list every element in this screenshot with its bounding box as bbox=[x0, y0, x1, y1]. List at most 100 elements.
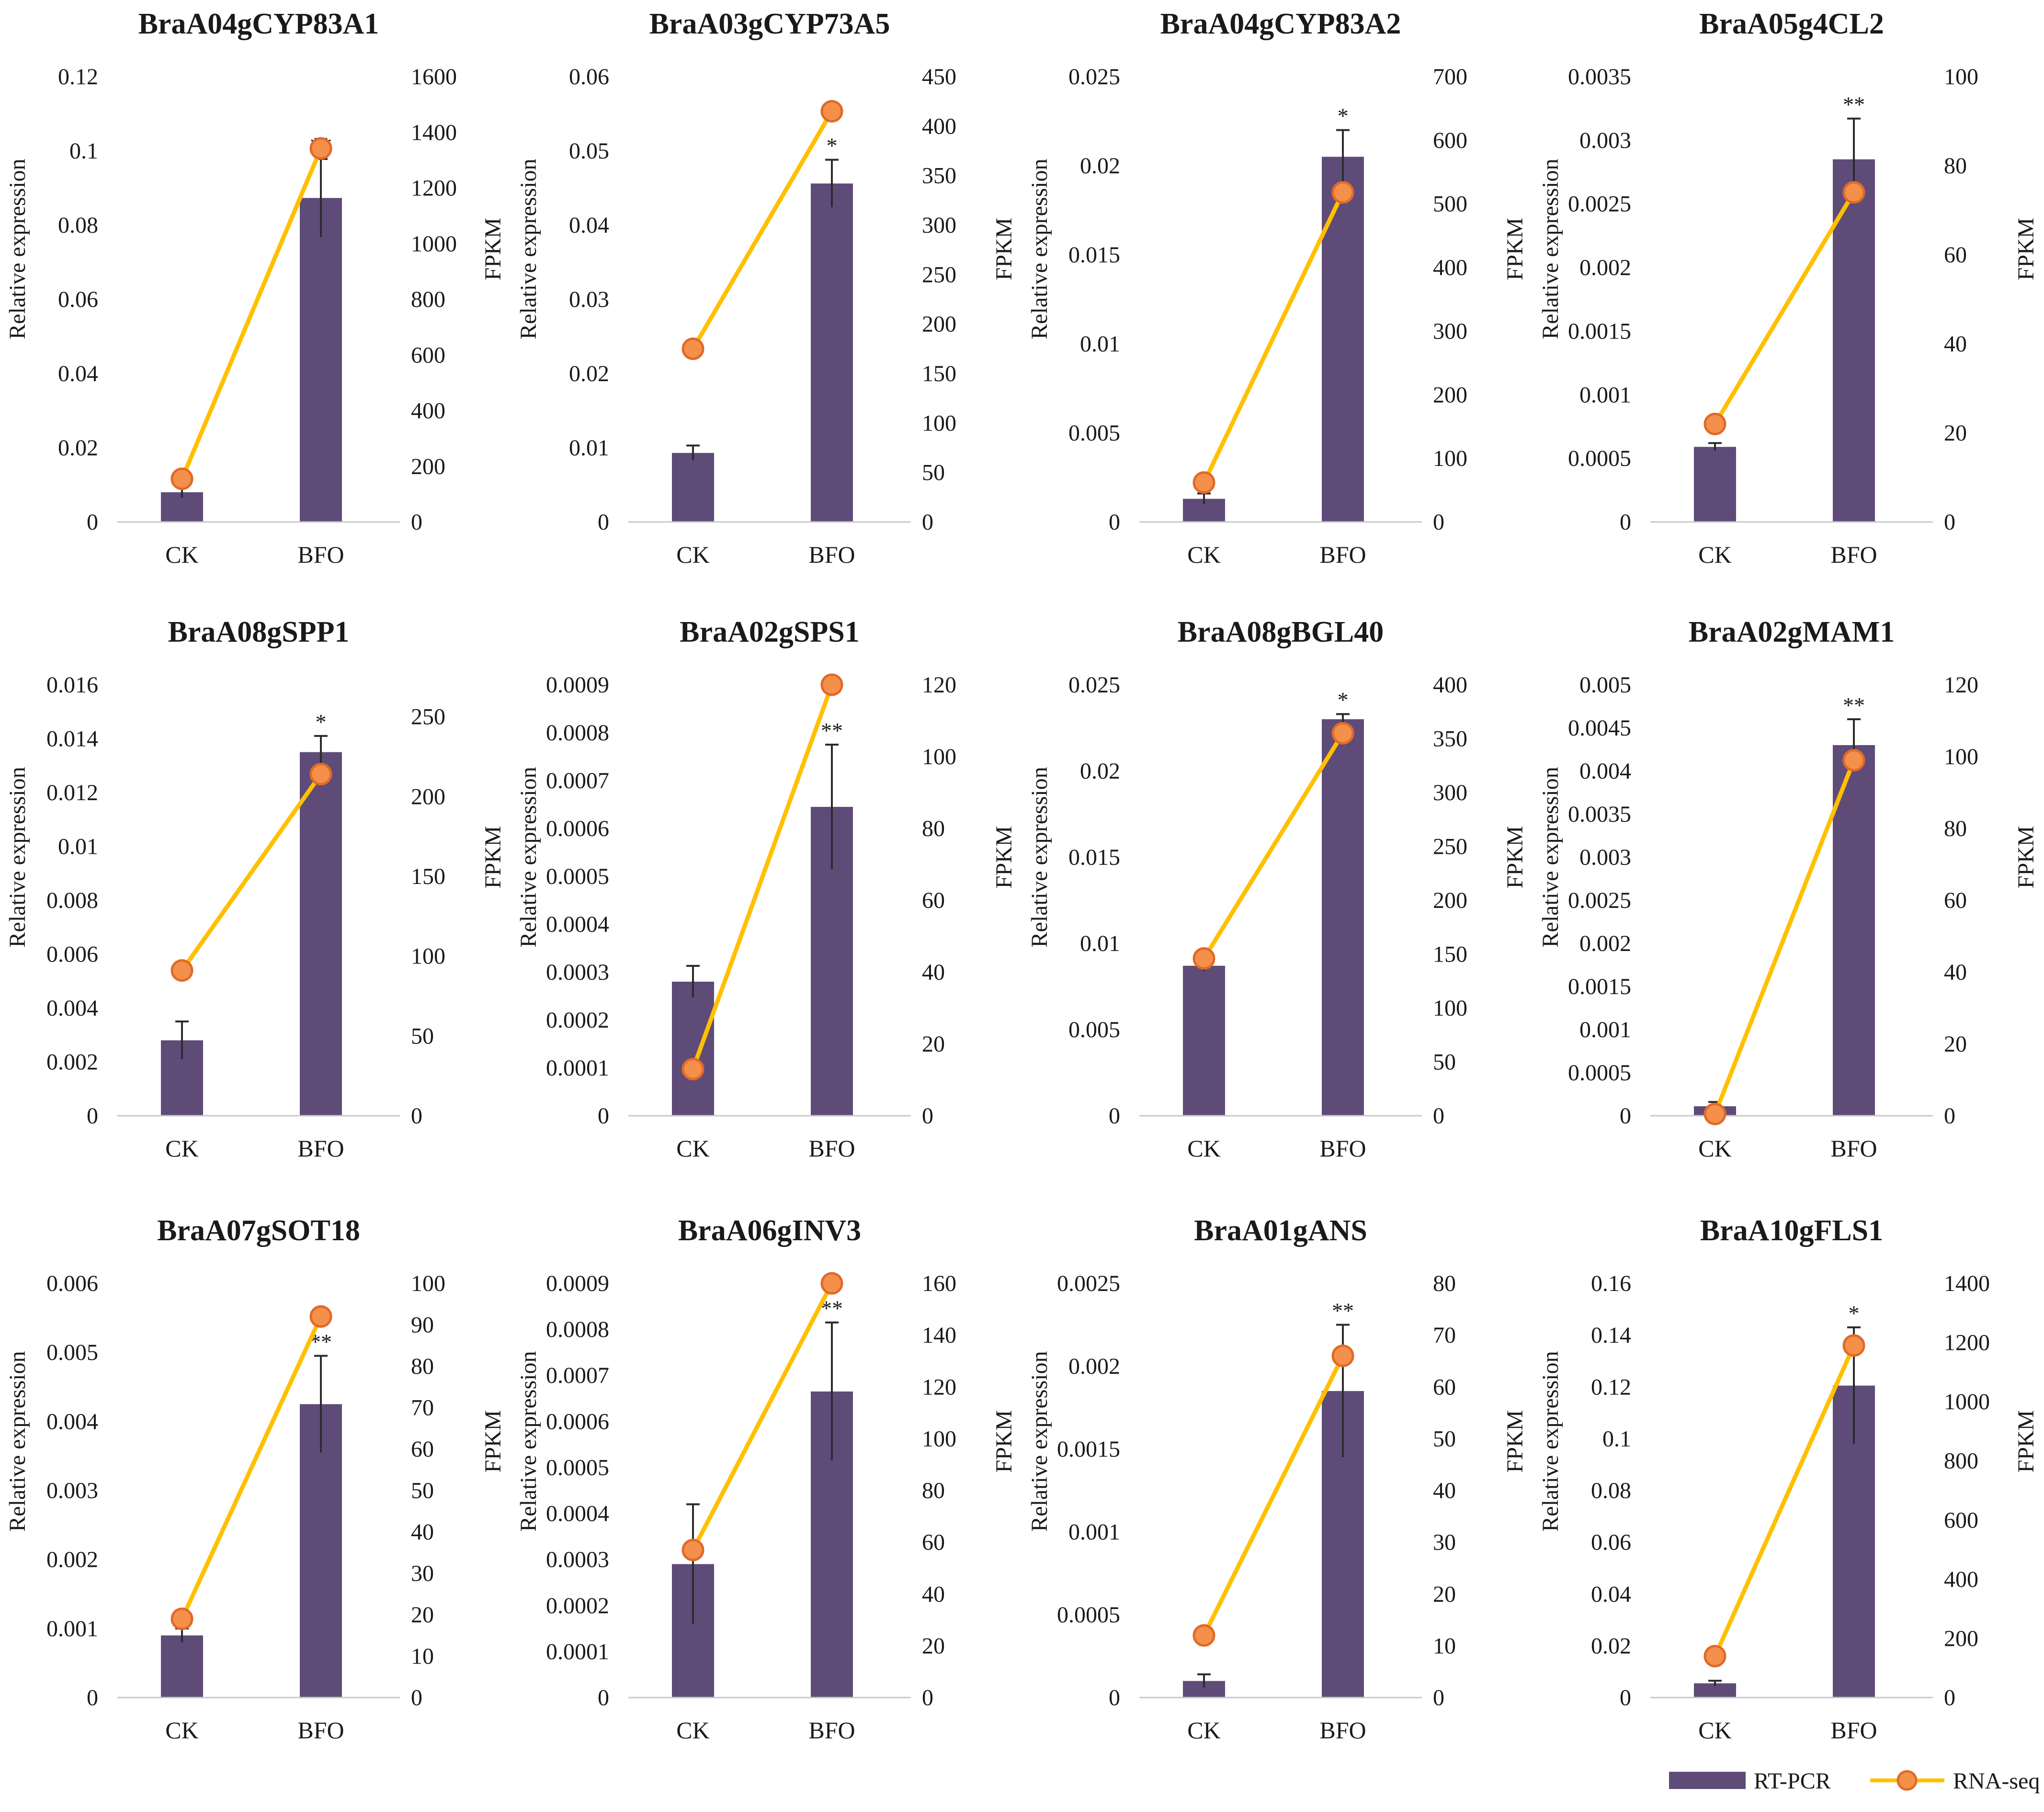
y-tick-label: 0.025 bbox=[1068, 672, 1120, 698]
y-tick-label: 0.0001 bbox=[546, 1639, 609, 1665]
category-label-CK: CK bbox=[165, 1135, 198, 1162]
y-tick-label: 0.01 bbox=[1080, 931, 1120, 956]
y-tick-label: 0 bbox=[1109, 510, 1120, 535]
legend-marker-rna-seq bbox=[1896, 1770, 1918, 1791]
y2-tick-label: 80 bbox=[1944, 816, 1967, 841]
y2-tick-label: 200 bbox=[922, 312, 956, 337]
category-label-CK: CK bbox=[676, 1135, 709, 1162]
significance-mark: * bbox=[316, 710, 327, 734]
y2-axis-label: FPKM bbox=[480, 826, 506, 889]
rna-seq-point-CK bbox=[170, 959, 193, 982]
y2-tick-label: 140 bbox=[922, 1323, 956, 1348]
chart-title: BraA08gBGL40 bbox=[1178, 616, 1384, 648]
rna-seq-point-BFO bbox=[309, 1305, 332, 1328]
y-tick-label: 0.0002 bbox=[546, 1593, 609, 1619]
y-tick-label: 0.0025 bbox=[1568, 888, 1631, 913]
chart-title: BraA01gANS bbox=[1194, 1214, 1367, 1247]
y-tick-label: 0.0003 bbox=[546, 960, 609, 985]
rna-seq-point-CK bbox=[681, 1058, 704, 1080]
rna-seq-point-CK bbox=[170, 1608, 193, 1631]
rna-seq-point-CK bbox=[170, 467, 193, 490]
y-tick-label: 0.006 bbox=[46, 1271, 98, 1296]
y2-tick-label: 1000 bbox=[411, 231, 457, 257]
y-tick-label: 0.0001 bbox=[546, 1055, 609, 1081]
category-label-CK: CK bbox=[1698, 1717, 1731, 1744]
y-tick-label: 0.0007 bbox=[546, 1363, 609, 1388]
legend-label-rt-pcr: RT-PCR bbox=[1754, 1768, 1831, 1794]
y2-tick-label: 400 bbox=[1433, 672, 1467, 698]
bar-BFO bbox=[300, 1404, 342, 1698]
chart-title: BraA05g4CL2 bbox=[1699, 8, 1884, 40]
bar-CK bbox=[1183, 965, 1225, 1116]
y-tick-label: 0.0007 bbox=[546, 768, 609, 793]
category-label-BFO: BFO bbox=[1319, 541, 1366, 568]
rna-seq-point-BFO bbox=[1842, 749, 1865, 771]
y2-tick-label: 500 bbox=[1433, 192, 1467, 217]
y-tick-label: 0.003 bbox=[1579, 128, 1631, 153]
y-tick-label: 0.0004 bbox=[546, 1501, 609, 1527]
y2-tick-label: 0 bbox=[922, 510, 933, 535]
y-tick-label: 0.02 bbox=[1591, 1633, 1631, 1659]
y2-tick-label: 40 bbox=[411, 1519, 434, 1545]
y-tick-label: 0.0008 bbox=[546, 720, 609, 746]
y-tick-label: 0.014 bbox=[46, 726, 98, 752]
rna-seq-line bbox=[1202, 190, 1345, 485]
y-tick-label: 0.001 bbox=[1068, 1519, 1120, 1545]
legend-label-rna-seq: RNA-seq bbox=[1953, 1768, 2040, 1794]
rna-seq-point-CK bbox=[1192, 1624, 1215, 1647]
y-tick-label: 0.0015 bbox=[1057, 1437, 1120, 1462]
y-tick-label: 0.005 bbox=[46, 1340, 98, 1365]
y-axis-label: Relative expression bbox=[516, 767, 541, 947]
y-tick-label: 0.0015 bbox=[1568, 318, 1631, 344]
y2-tick-label: 10 bbox=[1433, 1633, 1456, 1659]
rna-seq-point-CK bbox=[1703, 1645, 1726, 1667]
y-tick-label: 0.002 bbox=[1068, 1354, 1120, 1379]
y2-tick-label: 50 bbox=[411, 1023, 434, 1049]
y2-tick-label: 0 bbox=[922, 1685, 933, 1710]
y-tick-label: 0.12 bbox=[1591, 1374, 1631, 1400]
chart-title: BraA10gFLS1 bbox=[1700, 1214, 1883, 1247]
y-axis-label: Relative expression bbox=[5, 159, 30, 339]
y2-tick-label: 20 bbox=[1944, 1031, 1967, 1057]
y2-tick-label: 20 bbox=[1433, 1582, 1456, 1607]
y-tick-label: 0.002 bbox=[1579, 931, 1631, 956]
rna-seq-point-BFO bbox=[1331, 1344, 1354, 1367]
category-label-BFO: BFO bbox=[1830, 541, 1877, 568]
y2-tick-label: 60 bbox=[922, 888, 945, 913]
y-tick-label: 0.005 bbox=[1068, 1017, 1120, 1042]
y-tick-label: 0.008 bbox=[46, 888, 98, 913]
rna-seq-point-BFO bbox=[820, 100, 843, 123]
y-axis-label: Relative expression bbox=[516, 1351, 541, 1531]
chart-panel-BraA01gANS: BraA01gANS 0 0.0005 0.001 0.0015 0.002 0.0025 0… bbox=[1027, 1214, 1528, 1744]
y-tick-label: 0.001 bbox=[46, 1616, 98, 1642]
bar-CK bbox=[161, 1635, 203, 1698]
chart-panel-BraA05g4CL2: BraA05g4CL2 0 0.0005 0.001 0.0015 0.002 0.0025… bbox=[1538, 8, 2039, 568]
chart-title: BraA02gMAM1 bbox=[1689, 616, 1895, 648]
rna-seq-line bbox=[1713, 758, 1856, 1116]
y2-tick-label: 100 bbox=[411, 944, 445, 969]
y2-tick-label: 40 bbox=[922, 960, 945, 985]
y-tick-label: 0.1 bbox=[69, 138, 98, 164]
y2-axis-label: FPKM bbox=[1502, 826, 1528, 889]
y-tick-label: 0.016 bbox=[46, 672, 98, 698]
chart-title: BraA06gINV3 bbox=[678, 1214, 861, 1247]
y-tick-label: 0.0008 bbox=[546, 1317, 609, 1342]
category-label-BFO: BFO bbox=[1830, 1135, 1877, 1162]
significance-mark: ** bbox=[1332, 1299, 1354, 1323]
y-tick-label: 0.0005 bbox=[1568, 446, 1631, 471]
category-label-CK: CK bbox=[1187, 1717, 1220, 1744]
y2-tick-label: 1600 bbox=[411, 64, 457, 90]
chart-title: BraA04gCYP83A2 bbox=[1160, 8, 1401, 40]
bar-BFO bbox=[1322, 157, 1364, 522]
y2-tick-label: 200 bbox=[411, 784, 445, 809]
y-tick-label: 0.0025 bbox=[1057, 1271, 1120, 1296]
y2-tick-label: 30 bbox=[1433, 1530, 1456, 1555]
y2-tick-label: 0 bbox=[1944, 510, 1955, 535]
category-label-BFO: BFO bbox=[1319, 1135, 1366, 1162]
y2-tick-label: 1200 bbox=[1944, 1330, 1990, 1356]
y-tick-label: 0.12 bbox=[58, 64, 98, 90]
y2-tick-label: 350 bbox=[1433, 726, 1467, 752]
y-tick-label: 0.015 bbox=[1068, 845, 1120, 870]
y2-tick-label: 30 bbox=[411, 1561, 434, 1586]
y2-tick-label: 80 bbox=[1433, 1271, 1456, 1296]
